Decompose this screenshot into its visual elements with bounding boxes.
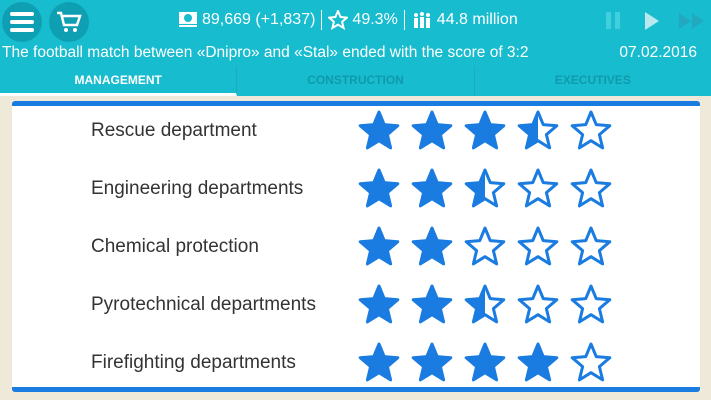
star-full-icon: [358, 226, 400, 266]
star-rating: [358, 226, 612, 268]
department-name: Engineering departments: [91, 178, 304, 199]
star-full-icon: [358, 168, 400, 208]
star-rating: [358, 168, 612, 210]
divider: [403, 10, 405, 30]
star-rating: [358, 110, 612, 152]
star-full-icon: [411, 342, 453, 382]
play-button[interactable]: [643, 10, 661, 32]
stats-bar: 89,669 (+1,837) 49.3% 44.8 million: [178, 10, 518, 30]
game-date: 07.02.2016: [619, 44, 697, 61]
tab-management[interactable]: MANAGEMENT: [0, 66, 238, 96]
department-row[interactable]: Firefighting departments: [12, 341, 700, 385]
star-rating: [358, 284, 612, 326]
money-value: 89,669 (+1,837): [202, 11, 316, 28]
menu-button[interactable]: [2, 2, 42, 42]
star-full-icon: [358, 110, 400, 150]
department-row[interactable]: Chemical protection: [12, 225, 700, 269]
population-icon: [413, 12, 430, 28]
star-empty-icon: [464, 226, 506, 266]
population-value: 44.8 million: [436, 11, 518, 28]
star-full-icon: [411, 168, 453, 208]
rating-star-icon: [328, 10, 349, 30]
divider: [321, 10, 323, 30]
news-ticker: The football match between «Dnipro» and …: [2, 44, 529, 61]
fast-forward-button[interactable]: [678, 10, 706, 32]
star-empty-icon: [517, 284, 559, 324]
money-icon: [179, 12, 197, 27]
star-empty-icon: [517, 168, 559, 208]
star-full-icon: [464, 342, 506, 382]
star-full-icon: [411, 110, 453, 150]
rating-value: 49.3%: [352, 11, 398, 28]
star-full-icon: [411, 284, 453, 324]
star-empty-icon: [570, 284, 612, 324]
department-name: Chemical protection: [91, 236, 259, 257]
department-name: Rescue department: [91, 120, 257, 141]
star-empty-icon: [570, 342, 612, 382]
star-full-icon: [464, 110, 506, 150]
department-row[interactable]: Pyrotechnical departments: [12, 283, 700, 327]
star-empty-icon: [570, 110, 612, 150]
tab-executives[interactable]: EXECUTIVES: [554, 73, 631, 87]
top-bar: 89,669 (+1,837) 49.3% 44.8 million The f…: [0, 0, 711, 96]
star-rating: [358, 342, 612, 384]
menu-icon: [10, 12, 34, 32]
department-name: Pyrotechnical departments: [91, 294, 316, 315]
department-name: Firefighting departments: [91, 352, 296, 373]
pause-button[interactable]: [604, 10, 622, 32]
star-empty-icon: [517, 226, 559, 266]
department-row[interactable]: Engineering departments: [12, 167, 700, 211]
department-row[interactable]: Rescue department: [12, 109, 700, 153]
star-half-icon: [517, 110, 559, 150]
star-full-icon: [358, 284, 400, 324]
shop-button[interactable]: [49, 2, 89, 42]
tab-construction[interactable]: CONSTRUCTION: [237, 66, 475, 96]
star-full-icon: [411, 226, 453, 266]
star-half-icon: [464, 284, 506, 324]
cart-icon: [57, 11, 82, 32]
star-half-icon: [464, 168, 506, 208]
tab-bar: MANAGEMENT CONSTRUCTION EXECUTIVES: [0, 66, 711, 96]
departments-list[interactable]: Rescue department Engineering departments…: [12, 101, 700, 392]
star-empty-icon: [570, 226, 612, 266]
star-full-icon: [517, 342, 559, 382]
star-full-icon: [358, 342, 400, 382]
star-empty-icon: [570, 168, 612, 208]
